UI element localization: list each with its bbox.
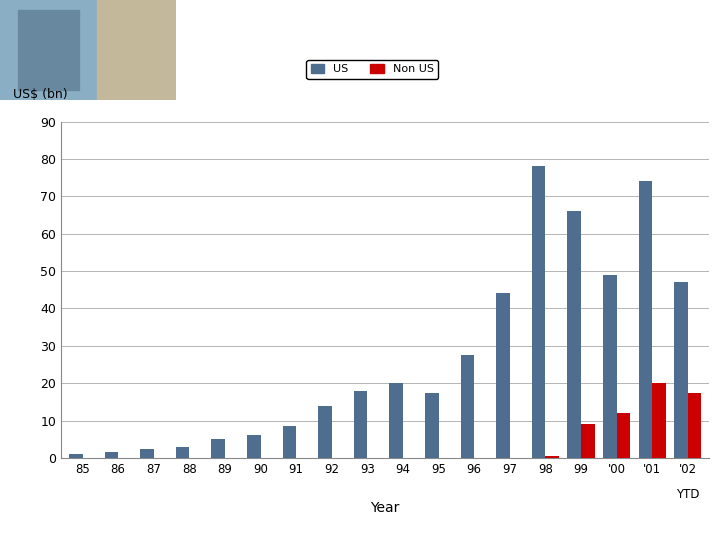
Bar (140, 449, 154, 458)
Bar (104, 453, 118, 458)
Bar (283, 426, 296, 458)
Bar (581, 424, 595, 458)
Text: Global CMBS Issuance 1985-2002: Global CMBS Issuance 1985-2002 (248, 36, 720, 64)
Bar (461, 355, 474, 458)
Bar (652, 383, 666, 458)
Text: Standard & Poor's: Standard & Poor's (542, 513, 698, 528)
Bar (0, 0, 97, 100)
Bar (212, 439, 225, 458)
Legend: US, Non US: US, Non US (306, 60, 438, 79)
Text: YTD: YTD (676, 489, 700, 502)
Bar (97, 0, 176, 100)
Bar (639, 181, 652, 458)
Bar (17, 10, 79, 90)
Bar (425, 393, 438, 458)
Bar (603, 275, 616, 458)
Bar (318, 406, 332, 458)
Bar (532, 166, 546, 458)
Bar (496, 293, 510, 458)
Bar (354, 390, 367, 458)
Bar (69, 454, 83, 458)
Text: 12: 12 (352, 514, 368, 527)
Bar (176, 447, 189, 458)
Bar (675, 282, 688, 458)
Bar (688, 393, 701, 458)
Bar (247, 435, 261, 458)
Bar (546, 456, 559, 458)
Bar (616, 413, 630, 458)
Text: US$ (bn): US$ (bn) (13, 89, 67, 102)
X-axis label: Year: Year (371, 501, 400, 515)
Bar (567, 211, 581, 458)
Bar (390, 383, 403, 458)
